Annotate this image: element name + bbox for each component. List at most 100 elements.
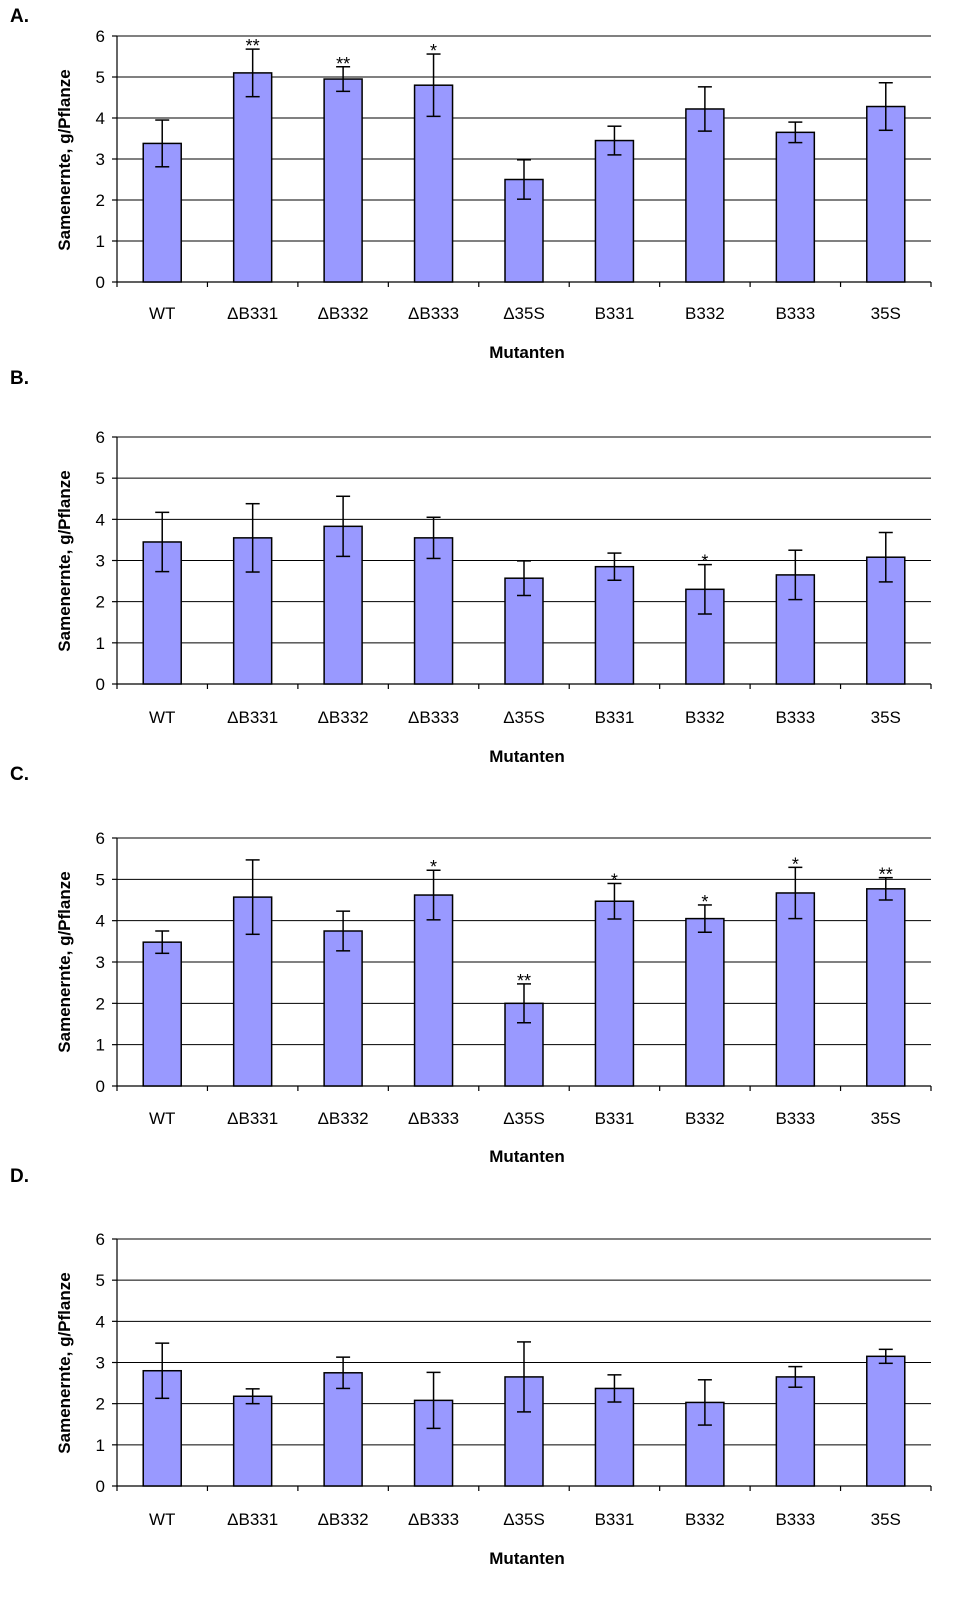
- significance-marker: **: [246, 36, 260, 56]
- chart-panel-b: B. 0 1 2 3 4 5 6 WT ΔB331 ΔB332 ΔB333 Δ35S B331 * B332 B…: [10, 368, 932, 766]
- x-tick-label: B333: [775, 1109, 815, 1128]
- y-tick-label: 5: [96, 469, 105, 488]
- bar: [323, 930, 363, 1087]
- y-tick-label: 1: [96, 232, 105, 251]
- y-tick-label: 6: [96, 1230, 105, 1249]
- panel-label: B.: [10, 368, 29, 389]
- significance-marker: *: [701, 892, 708, 912]
- significance-marker: *: [701, 552, 708, 572]
- y-tick-label: 2: [96, 1395, 105, 1414]
- y-axis-title: Samenernte, g/Pflanze: [55, 871, 74, 1052]
- x-tick-label: B332: [685, 1109, 725, 1128]
- bar: [413, 84, 454, 283]
- significance-marker: *: [430, 41, 437, 61]
- x-tick-label: Δ35S: [503, 708, 545, 727]
- x-axis-title: Mutanten: [489, 747, 565, 766]
- significance-marker: **: [879, 865, 893, 885]
- bar: [866, 105, 906, 283]
- x-tick-label: ΔB331: [227, 304, 278, 323]
- x-tick-label: 35S: [871, 708, 901, 727]
- x-tick-label: ΔB333: [408, 708, 459, 727]
- panel-label: C.: [10, 764, 29, 785]
- panel-label: A.: [10, 6, 29, 27]
- y-tick-label: 6: [96, 428, 105, 447]
- bar: [775, 1376, 816, 1487]
- y-axis-title: Samenernte, g/Pflanze: [55, 1272, 74, 1453]
- y-tick-label: 0: [96, 1077, 105, 1096]
- x-tick-label: ΔB331: [227, 1109, 278, 1128]
- y-tick-label: 2: [96, 191, 105, 210]
- x-tick-label: 35S: [871, 1510, 901, 1529]
- bar: [594, 900, 635, 1087]
- y-tick-label: 0: [96, 675, 105, 694]
- x-tick-label: ΔB333: [408, 1510, 459, 1529]
- x-tick-label: B333: [775, 708, 815, 727]
- y-tick-label: 5: [96, 68, 105, 87]
- y-tick-label: 2: [96, 994, 105, 1013]
- bar: [775, 131, 816, 283]
- x-tick-label: WT: [149, 304, 175, 323]
- chart-panel-d: D. 0 1 2 3 4 5 6 WT ΔB331 ΔB332 ΔB333 Δ35S B331 B332 B3…: [10, 1166, 932, 1568]
- y-tick-label: 4: [96, 510, 105, 529]
- x-tick-label: ΔB333: [408, 304, 459, 323]
- x-tick-label: B332: [685, 1510, 725, 1529]
- x-tick-label: B332: [685, 708, 725, 727]
- y-axis-title: Samenernte, g/Pflanze: [55, 69, 74, 250]
- x-tick-label: Δ35S: [503, 304, 545, 323]
- x-tick-label: ΔB332: [318, 1510, 369, 1529]
- y-tick-label: 2: [96, 593, 105, 612]
- bar: [142, 941, 182, 1087]
- x-tick-label: B333: [775, 304, 815, 323]
- x-tick-label: B331: [595, 304, 635, 323]
- x-tick-label: ΔB331: [227, 708, 278, 727]
- x-tick-label: WT: [149, 1109, 175, 1128]
- significance-marker: *: [430, 857, 437, 877]
- bar: [413, 1399, 454, 1487]
- bar: [232, 72, 273, 283]
- x-tick-label: 35S: [871, 1109, 901, 1128]
- x-tick-label: B331: [595, 1109, 635, 1128]
- y-tick-label: 0: [96, 1477, 105, 1496]
- bar: [866, 888, 906, 1087]
- bar: [866, 1355, 906, 1487]
- bar: [594, 1387, 635, 1487]
- bar: [594, 565, 635, 685]
- x-tick-label: ΔB331: [227, 1510, 278, 1529]
- y-tick-label: 4: [96, 1312, 105, 1331]
- significance-marker: **: [517, 971, 531, 991]
- x-tick-label: WT: [149, 1510, 175, 1529]
- y-tick-label: 3: [96, 150, 105, 169]
- x-tick-label: B331: [595, 708, 635, 727]
- panel-label: D.: [10, 1166, 29, 1187]
- y-tick-label: 3: [96, 552, 105, 571]
- significance-marker: **: [336, 54, 350, 74]
- bar: [685, 917, 725, 1087]
- x-tick-label: ΔB332: [318, 1109, 369, 1128]
- y-axis-title: Samenernte, g/Pflanze: [55, 470, 74, 651]
- bar: [413, 894, 454, 1087]
- x-axis-title: Mutanten: [489, 1549, 565, 1568]
- x-tick-label: B332: [685, 304, 725, 323]
- y-tick-label: 4: [96, 912, 105, 931]
- y-tick-label: 5: [96, 870, 105, 889]
- y-tick-label: 6: [96, 27, 105, 46]
- x-tick-label: WT: [149, 708, 175, 727]
- y-tick-label: 1: [96, 634, 105, 653]
- x-axis-title: Mutanten: [489, 343, 565, 362]
- chart-panel-a: A. 0 1 2 3 4 5 6 WT ** ΔB331 ** ΔB332 * ΔB333 Δ35S B331 B…: [10, 6, 932, 362]
- y-tick-label: 1: [96, 1436, 105, 1455]
- y-tick-label: 3: [96, 1354, 105, 1373]
- x-tick-label: 35S: [871, 304, 901, 323]
- bar: [232, 1395, 273, 1487]
- x-tick-label: B331: [595, 1510, 635, 1529]
- x-tick-label: ΔB333: [408, 1109, 459, 1128]
- y-tick-label: 1: [96, 1036, 105, 1055]
- x-axis-title: Mutanten: [489, 1147, 565, 1166]
- bar: [323, 78, 363, 283]
- bar: [775, 892, 816, 1087]
- significance-marker: *: [792, 854, 799, 874]
- significance-marker: *: [611, 870, 618, 890]
- y-tick-label: 3: [96, 953, 105, 972]
- y-tick-label: 6: [96, 829, 105, 848]
